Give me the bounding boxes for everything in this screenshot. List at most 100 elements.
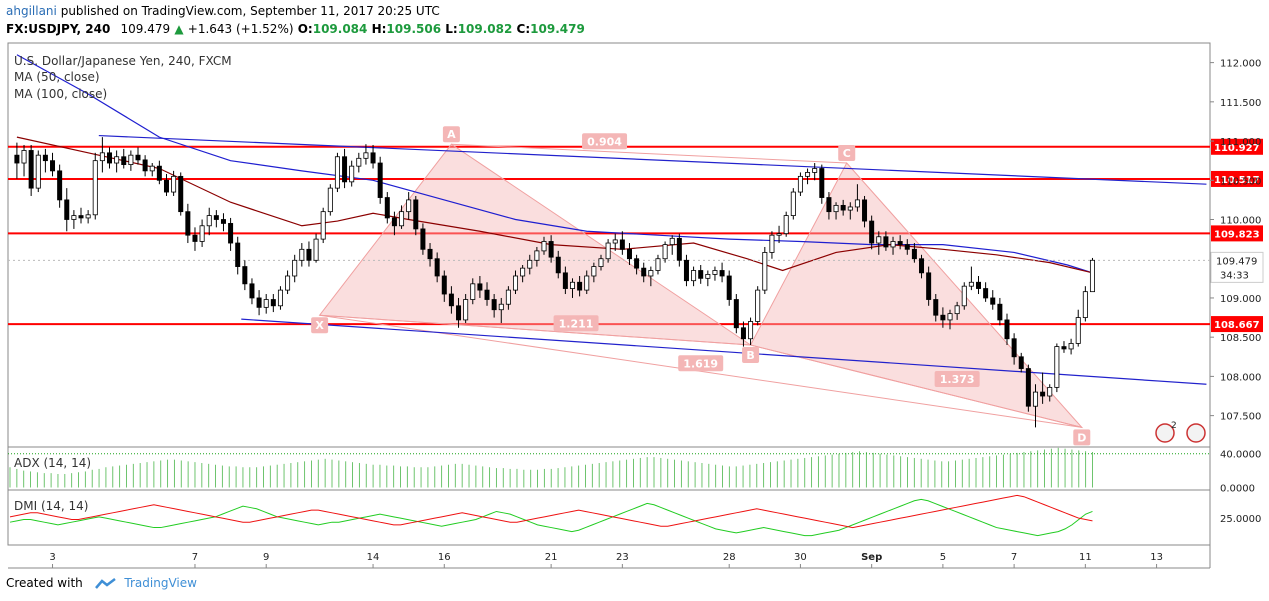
candle[interactable] [484,289,490,300]
candle[interactable] [470,283,476,300]
candle[interactable] [1075,317,1081,344]
candle[interactable] [534,250,540,261]
candle[interactable] [270,299,276,307]
candle[interactable] [121,156,127,165]
candle[interactable] [456,305,462,321]
candle[interactable] [1025,368,1031,407]
candle[interactable] [591,266,597,277]
candle[interactable] [1018,356,1024,369]
candle[interactable] [890,241,896,248]
candle[interactable] [805,172,811,177]
candle[interactable] [933,299,939,316]
candle[interactable] [997,303,1003,321]
candle[interactable] [577,281,583,291]
candle[interactable] [21,150,27,164]
candle[interactable] [14,154,20,164]
candle[interactable] [448,293,454,307]
candle[interactable] [1004,319,1010,340]
candle[interactable] [883,236,889,248]
candle[interactable] [626,248,632,260]
candle[interactable] [356,157,362,167]
candle[interactable] [114,156,120,164]
candle[interactable] [655,258,661,271]
candle[interactable] [762,252,768,291]
candle[interactable] [391,217,397,227]
candle[interactable] [1068,343,1074,350]
candle[interactable] [790,191,796,216]
candle[interactable] [705,274,711,279]
candle[interactable] [1082,291,1088,318]
candle[interactable] [769,234,775,253]
candle[interactable] [783,215,789,235]
candle[interactable] [327,187,333,213]
candle[interactable] [562,272,568,289]
candle[interactable] [976,281,982,289]
candle[interactable] [334,156,340,189]
candle[interactable] [156,165,162,181]
candle[interactable] [847,206,853,211]
candle[interactable] [420,228,426,250]
candle[interactable] [712,270,718,275]
candle[interactable] [64,199,70,220]
candle[interactable] [527,259,533,269]
candle[interactable] [1040,391,1046,397]
candle[interactable] [833,204,839,213]
candle[interactable] [149,165,155,172]
candle[interactable] [249,283,255,299]
author-name[interactable]: ahgillani [6,4,57,18]
candle[interactable] [406,199,412,213]
candle[interactable] [92,160,98,216]
candle[interactable] [1061,346,1067,350]
candle[interactable] [185,211,191,236]
candle[interactable] [28,150,34,189]
tradingview-brand[interactable]: TradingView [124,576,197,590]
candle[interactable] [78,215,84,219]
candle[interactable] [520,267,526,277]
candle[interactable] [50,160,56,172]
candle[interactable] [669,237,675,246]
candle[interactable] [235,242,241,267]
candle[interactable] [128,154,134,165]
candle[interactable] [42,154,48,162]
dmi-pane[interactable] [7,489,1211,546]
candle[interactable] [299,248,305,261]
candle[interactable] [163,179,169,193]
candle[interactable] [733,299,739,329]
candle[interactable] [776,233,782,236]
candle[interactable] [541,241,547,252]
candle[interactable] [961,285,967,307]
candle[interactable] [947,313,953,321]
candle[interactable] [384,197,390,219]
candle[interactable] [598,258,604,267]
candle[interactable] [463,299,469,321]
candle[interactable] [313,238,319,261]
candle[interactable] [342,156,348,183]
candle[interactable] [983,288,989,299]
candle[interactable] [740,327,746,340]
candle[interactable] [498,303,504,311]
candle[interactable] [99,152,105,162]
candle[interactable] [691,270,697,282]
candle[interactable] [199,225,205,242]
candle[interactable] [812,168,818,173]
candle[interactable] [569,281,575,289]
candle[interactable] [171,175,177,193]
candle[interactable] [748,321,754,340]
candle[interactable] [1032,391,1038,407]
candle[interactable] [277,289,283,307]
candle[interactable] [441,275,447,295]
candle[interactable] [263,299,269,308]
candle[interactable] [285,275,291,291]
candle[interactable] [377,162,383,198]
candle[interactable] [71,215,77,220]
candle[interactable] [548,241,554,258]
candle[interactable] [256,297,262,308]
candle[interactable] [242,266,248,285]
candle[interactable] [755,289,761,322]
candle[interactable] [292,259,298,277]
candle[interactable] [869,220,875,244]
candle[interactable] [897,241,903,246]
candle[interactable] [363,152,369,159]
candle[interactable] [990,297,996,305]
